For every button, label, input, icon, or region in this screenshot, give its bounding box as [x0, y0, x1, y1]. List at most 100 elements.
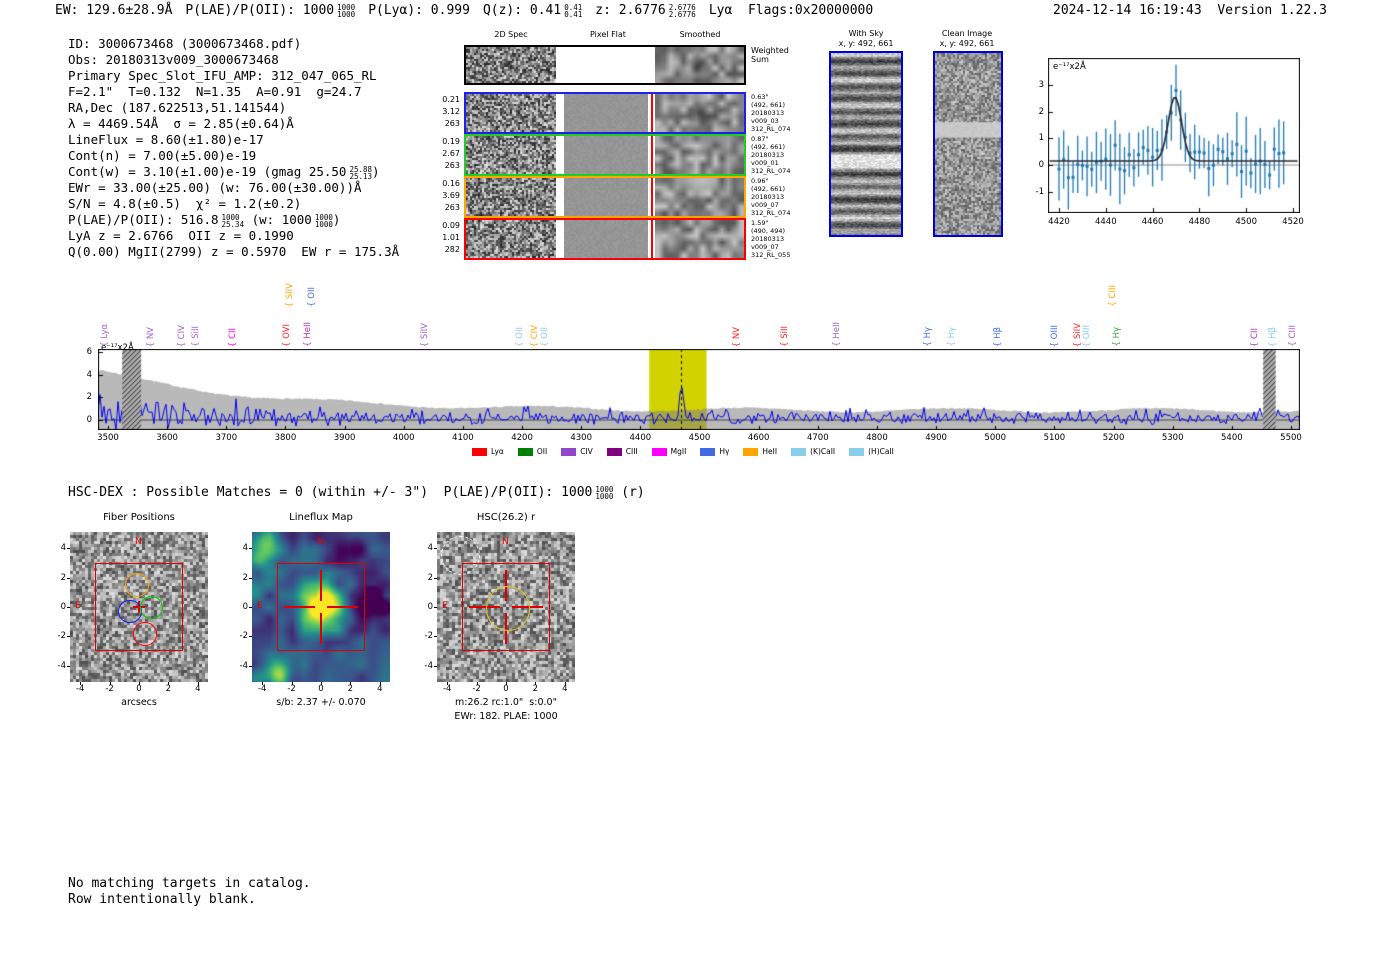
compass-east-label: E [75, 601, 81, 611]
text-run: LineFlux = 8.60(±1.80)e-17 [68, 132, 264, 147]
y-tick-label: 4 [60, 543, 66, 554]
fiber-circle-orange [125, 573, 149, 597]
y-tick-mark [249, 607, 252, 608]
line-label-text: { CII [227, 327, 238, 347]
y-tick-label: 2 [86, 392, 92, 403]
crosshair-line [327, 606, 358, 608]
footer-notes: No matching targets in catalog. Row inten… [68, 876, 311, 908]
line-label-CIII: { CIII [1284, 279, 1302, 347]
info-line: EWr = 33.00(±25.00) (w: 76.00(±30.00))Å [68, 180, 399, 196]
legend-label: CIII [625, 447, 638, 456]
fullspec-legend: Lyα OII CIV CIII MgII Hγ HeII (K)CaII (H)CaII [472, 447, 894, 456]
text-run: Cont(w) = 3.10(±1.00)e-19 (gmag 25.50 [68, 164, 347, 179]
fraction-top: 0.41 [564, 3, 583, 12]
y-tick-mark [434, 577, 437, 579]
text-run: (r) [613, 485, 645, 500]
text-part: ID: 3000673468 (3000673468.pdf) [68, 36, 301, 51]
line-label-text: { OIII [1081, 324, 1092, 347]
cutout-xlabel-fiber: arcsecs [121, 697, 157, 708]
info-line: F=2.1" T=0.132 N=1.35 A=0.91 g=24.7 [68, 84, 399, 100]
stacked-fraction: 2.6776 2.6776 [668, 4, 696, 19]
y-tick-label: 2 [427, 572, 433, 583]
x-tick-label: 4700 [806, 433, 829, 443]
x-tick-label: 5300 [1161, 433, 1184, 443]
spec2d-smoothed-image [655, 178, 744, 216]
line-label-Hγ: { Hγ [919, 279, 937, 347]
fraction-top: 1000 [337, 3, 356, 12]
line-label-text: { Hβ [993, 327, 1004, 347]
legend-item: OII [517, 447, 547, 456]
y-tick-label: 4 [242, 543, 248, 554]
spec2d-pixelflat-image [564, 94, 648, 132]
text-part: Q(0.00) MgII(2799) z = 0.5970 EW r = 175… [68, 244, 399, 259]
text-run: F=2.1" T=0.132 N=1.35 A=0.91 g=24.7 [68, 84, 362, 99]
x-tick-label: 5000 [984, 433, 1007, 443]
line-label-SiII: { SiII [187, 279, 205, 347]
y-tick-label: 3 [1038, 79, 1044, 90]
spec2d-smoothed-image [655, 47, 744, 83]
legend-item: Hγ [700, 447, 729, 456]
weight-label: 0.21 [442, 95, 460, 104]
text-part: z: 2.6776 2.6776 2.6776 [595, 3, 696, 18]
meta-label: 312_RL_055 [751, 251, 791, 259]
line-label-text: { OII [307, 287, 318, 307]
x-tick-label: 0 [503, 684, 509, 694]
line-label-NV: { NV [142, 279, 160, 347]
meta-label: v009_01 [751, 159, 779, 167]
info-line: RA,Dec (187.622513,51.141544) [68, 100, 399, 116]
red-cursor-line [651, 178, 653, 216]
stacked-fraction: 1000 1000 [337, 3, 356, 19]
text-run: RA,Dec (187.622513,51.141544) [68, 100, 287, 115]
meta-label: 0.87" [751, 135, 769, 143]
fraction-top: 25.88 [349, 165, 373, 174]
info-line: λ = 4469.54Å σ = 2.85(±0.64)Å [68, 116, 399, 132]
x-tick-label: -4 [75, 684, 85, 694]
y-tick-label: 2 [242, 572, 248, 583]
compass-north-label: N [135, 537, 142, 547]
fraction-bottom: 2.6776 [668, 10, 696, 19]
text-part: Primary Spec_Slot_IFU_AMP: 312_047_065_R… [68, 68, 377, 83]
y-tick-mark [434, 665, 437, 667]
line-label-text: { NV [731, 326, 742, 347]
info-line: Cont(n) = 7.00(±5.00)e-19 [68, 148, 399, 164]
cleanimage-image [933, 51, 1003, 237]
detection-info-block: ID: 3000673468 (3000673468.pdf) Obs: 2018… [68, 36, 399, 260]
fraction-bottom: 0.41 [564, 10, 583, 19]
legend-swatch [561, 447, 577, 456]
x-tick-label: 4100 [452, 433, 474, 443]
x-tick-label: 3600 [156, 433, 178, 443]
y-tick-label: -2 [239, 631, 248, 642]
x-tick-mark [506, 682, 507, 685]
x-tick-mark [139, 682, 140, 685]
footer-line: Row intentionally blank. [68, 892, 256, 907]
spec2d-row-1 [464, 92, 746, 134]
withsky-image [829, 51, 903, 237]
text-run: EWr = 33.00(±25.00) (w: 76.00(±30.00))Å [68, 180, 362, 195]
x-tick-label: 2 [532, 684, 539, 694]
meta-label: (492, 661) [751, 185, 786, 193]
spec2d-row-right-labels: 0.87" (492, 661) 20180313 v009_01 312_RL_074 [751, 135, 815, 175]
y-tick-mark [434, 548, 437, 550]
x-tick-mark [379, 682, 381, 685]
line-label-text: { SiII [780, 326, 791, 347]
legend-item: MgII [651, 447, 686, 456]
line-label-CII: { CII [1246, 279, 1264, 347]
spec2d-2dspec-image [466, 94, 556, 132]
y-tick-label: -2 [57, 631, 66, 642]
text-part: EWr = 33.00(±25.00) (w: 76.00(±30.00))Å [68, 180, 362, 195]
line-label-text: { OII [540, 327, 551, 347]
weight-label: 263 [444, 119, 460, 128]
spec2d-2dspec-image [466, 220, 556, 258]
spec2d-2dspec-image [466, 47, 556, 83]
x-tick-label: 4000 [392, 433, 415, 443]
weight-label: 282 [444, 245, 460, 254]
x-tick-label: 3500 [97, 433, 119, 443]
weight-label: 0.16 [442, 179, 460, 188]
fraction-top: 1000 [221, 213, 240, 222]
weight-label: 3.69 [442, 191, 460, 200]
x-tick-label: 4500 [688, 433, 711, 443]
stacked-fraction: 1000 1000 [315, 214, 333, 229]
y-tick-mark [67, 665, 70, 667]
weight-label: 263 [444, 161, 460, 170]
fraction-bottom: 1000 [337, 10, 356, 19]
